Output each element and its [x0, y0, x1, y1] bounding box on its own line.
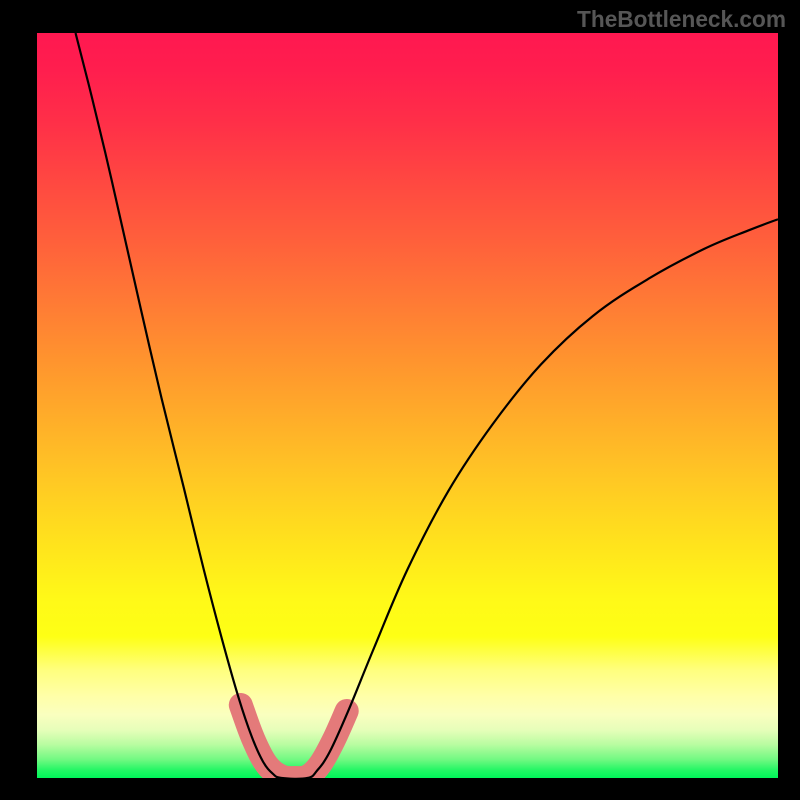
- plot-svg: [37, 33, 778, 778]
- plot-area: [37, 33, 778, 778]
- watermark-text: TheBottleneck.com: [577, 6, 786, 33]
- gradient-background: [37, 33, 778, 778]
